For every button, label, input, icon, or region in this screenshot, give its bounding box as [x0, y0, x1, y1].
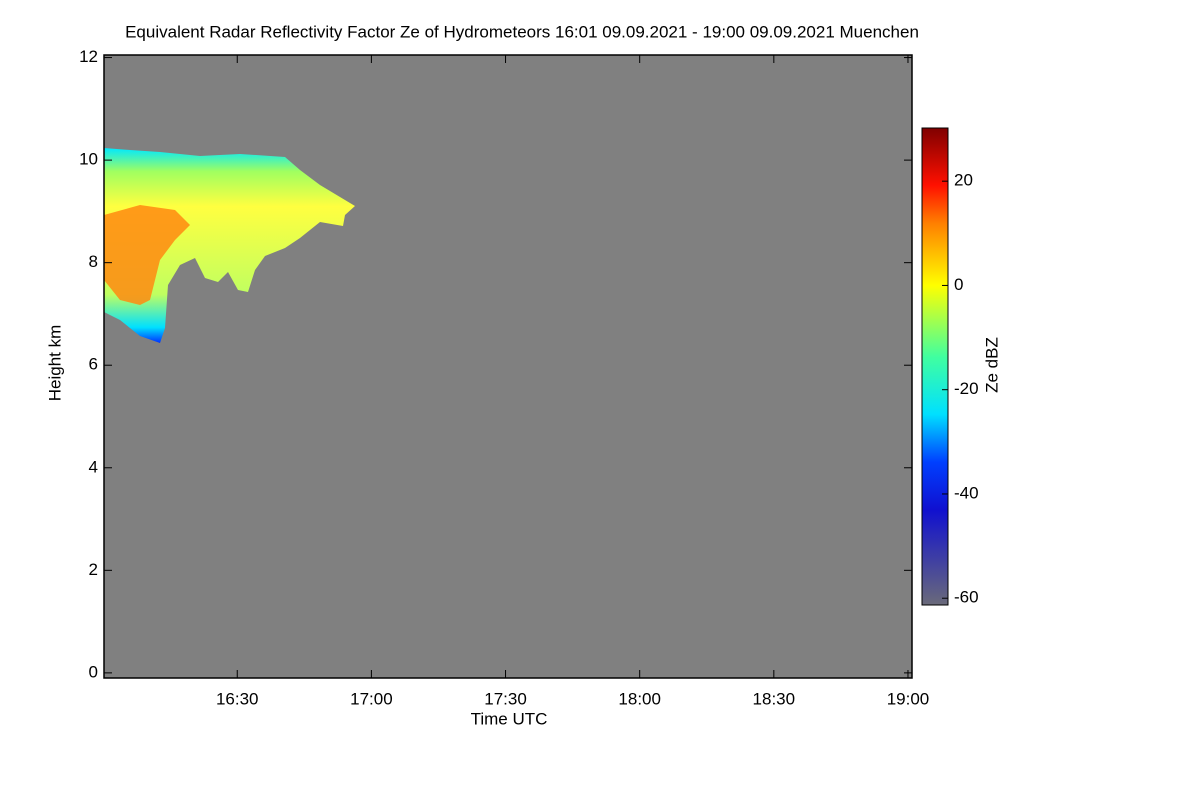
colorbar-tick-label: -60	[954, 588, 979, 607]
y-tick-label: 0	[89, 662, 98, 681]
y-tick-label: 6	[89, 355, 98, 374]
y-tick-label: 10	[79, 150, 98, 169]
plot-frame	[103, 54, 913, 679]
y-tick-label: 8	[89, 252, 98, 271]
x-axis-label: Time UTC	[471, 709, 548, 728]
colorbar-tick-label: 0	[954, 275, 963, 294]
chart-title: Equivalent Radar Reflectivity Factor Ze …	[125, 22, 919, 41]
echo-area	[104, 148, 355, 343]
x-tick-label: 18:30	[753, 689, 796, 708]
colorbar-label: Ze dBZ	[982, 337, 1001, 393]
colorbar	[921, 127, 949, 606]
colorbar-tick-label: -40	[954, 483, 979, 502]
x-tick-label: 16:30	[216, 689, 259, 708]
y-tick-label: 12	[79, 47, 98, 66]
y-axis-label: Height km	[45, 325, 64, 402]
x-tick-label: 17:00	[350, 689, 393, 708]
x-tick-label: 19:00	[887, 689, 930, 708]
y-tick-label: 4	[89, 457, 98, 476]
colorbar-tick-label: -20	[954, 379, 979, 398]
echo-core	[104, 205, 190, 305]
plot-background	[104, 55, 912, 678]
x-tick-label: 18:00	[618, 689, 661, 708]
x-tick-label: 17:30	[484, 689, 527, 708]
y-tick-label: 2	[89, 560, 98, 579]
colorbar-tick-label: 20	[954, 171, 973, 190]
